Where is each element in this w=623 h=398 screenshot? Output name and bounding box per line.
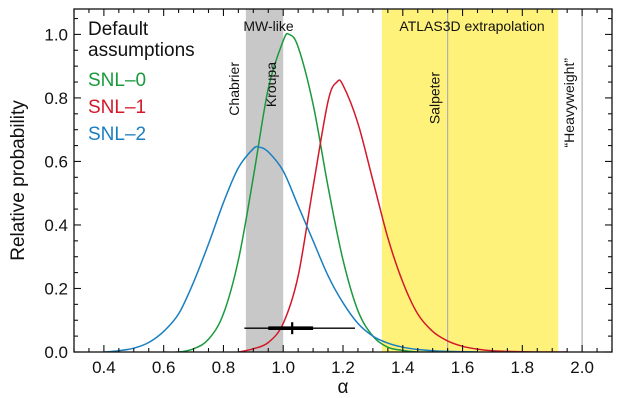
- series-snl0-line: [163, 32, 433, 352]
- y-axis-label: Relative probability: [8, 100, 29, 261]
- x-tick-label: 0.4: [92, 358, 116, 377]
- x-tick-label: 1.0: [271, 358, 295, 377]
- band-mw-like: [245, 9, 284, 352]
- axis-ticks: [73, 9, 613, 353]
- vline-label-heavyweight: “Heavyweight”: [561, 58, 577, 148]
- x-tick-label: 0.6: [152, 358, 176, 377]
- legend-entry-snl0: SNL–0: [88, 70, 146, 91]
- x-tick-label: 1.4: [391, 358, 415, 377]
- vline-label-kroupa: Kroupa: [263, 62, 279, 107]
- reference-lines: [447, 9, 583, 352]
- y-tick-label: 0.4: [44, 216, 68, 235]
- legend-entry-snl2: SNL–2: [88, 124, 146, 145]
- band-labels: MW-like ATLAS3D extrapolation Chabrier Krou…: [226, 18, 577, 147]
- x-tick-label: 0.8: [212, 358, 236, 377]
- band-label-atlas3d: ATLAS3D extrapolation: [399, 18, 544, 34]
- series-snl2-line: [103, 145, 478, 352]
- x-axis-label: α: [338, 377, 349, 398]
- x-tick-label: 1.2: [331, 358, 355, 377]
- y-tick-label: 1.0: [44, 25, 68, 44]
- x-tick-label: 1.8: [511, 358, 535, 377]
- errorbar: [244, 322, 355, 335]
- y-tick-label: 0.6: [44, 152, 68, 171]
- tick-labels: 0.4 0.6 0.8 1.0 1.2 1.4 1.6 1.8 2.0 0.0 0.2 0.4 0.6 0…: [44, 25, 594, 377]
- shaded-bands: [245, 9, 559, 352]
- x-tick-label: 2.0: [570, 358, 594, 377]
- band-atlas3d: [381, 9, 559, 352]
- legend-entry-snl1: SNL–1: [88, 97, 146, 118]
- y-tick-label: 0.0: [44, 343, 68, 362]
- vline-label-salpeter: Salpeter: [427, 72, 443, 124]
- legend-title-line2: assumptions: [88, 40, 195, 61]
- legend: Default assumptions SNL–0 SNL–1 SNL–2: [88, 19, 195, 145]
- x-tick-label: 1.6: [451, 358, 475, 377]
- vline-label-chabrier: Chabrier: [226, 62, 242, 116]
- y-tick-label: 0.8: [44, 89, 68, 108]
- y-tick-label: 0.2: [44, 279, 68, 298]
- band-label-mw-like: MW-like: [243, 18, 294, 34]
- legend-title-line1: Default: [88, 19, 149, 40]
